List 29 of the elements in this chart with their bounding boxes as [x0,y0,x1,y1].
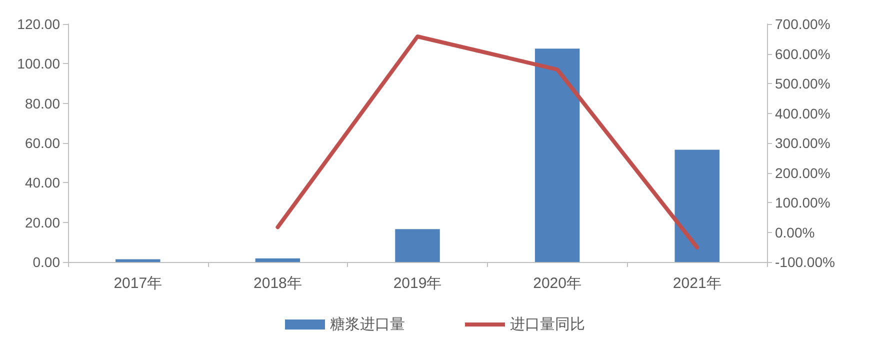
y-tick-label: 100.00 [17,56,60,72]
legend-label: 糖浆进口量 [330,316,405,333]
x-tick-label: 2021年 [672,275,722,292]
x-tick-label: 2020年 [533,275,582,292]
line-series [276,34,700,250]
legend-label: 进口量同比 [510,316,585,333]
y2-tick-label: 600.00% [775,46,830,62]
x-tick-label: 2018年 [254,275,302,292]
bar [255,258,300,262]
x-tick-label: 2019年 [393,275,442,292]
y2-tick-label: 200.00% [775,164,830,181]
y2-tick-label: 400.00% [775,105,830,122]
y-tick-label: 0.00 [32,254,60,270]
y2-tick-label: 100.00% [775,194,830,210]
y2-tick-label: -100.00% [775,254,835,270]
bar [674,150,720,262]
y-tick-label: 20.00 [24,214,60,230]
y-tick-label: 40.00 [24,174,60,191]
y-tick-label: 60.00 [24,135,60,151]
x-tick-label: 2017年 [114,275,162,292]
y-tick-label: 120.00 [17,16,60,32]
y2-tick-label: 300.00% [775,135,830,151]
y2-tick-label: 500.00% [775,76,830,92]
bar [534,48,580,262]
y2-tick-label: 700.00% [775,16,830,32]
y-tick-label: 80.00 [24,95,60,112]
bar [395,229,440,262]
bar [116,259,160,262]
y2-tick-label: 0.00% [775,224,815,240]
